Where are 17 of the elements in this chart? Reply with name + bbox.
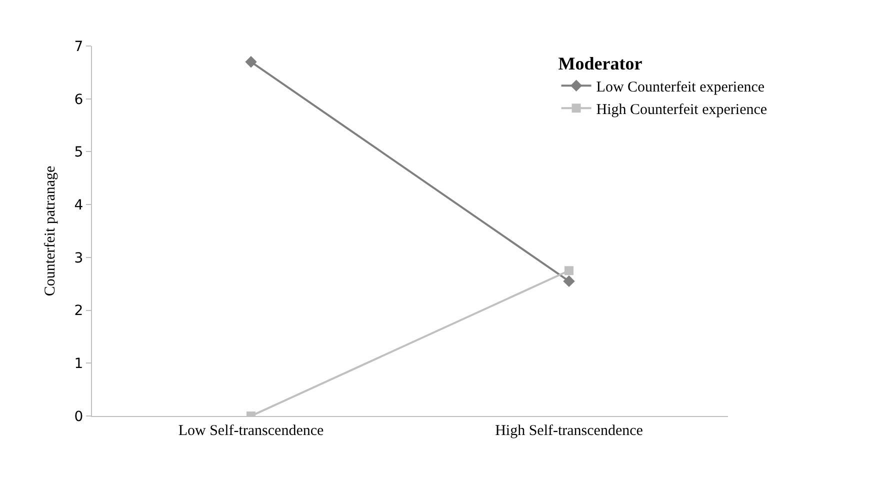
x-tick-label: High Self-transcendence [495,423,644,439]
y-tick-label: 1 [74,356,84,372]
y-tick-label: 5 [74,144,84,161]
y-tick-label: 2 [74,303,84,320]
y-tick-label: 4 [74,197,84,214]
y-tick-label: 3 [74,250,84,266]
x-tick-label: Low Self-transcendence [178,423,324,439]
point [245,56,257,68]
y-tick-label: 7 [74,38,84,55]
y-axis-title: Counterfeit patranage [42,165,59,296]
point [564,266,574,276]
point [563,275,575,288]
legend-title: Moderator [558,53,642,74]
y-tick-label: 0 [74,408,84,425]
legend-label: High Counterfeit experience [596,102,768,118]
legend-label: Low Counterfeit experience [596,80,765,96]
y-tick-label: 6 [74,92,84,108]
